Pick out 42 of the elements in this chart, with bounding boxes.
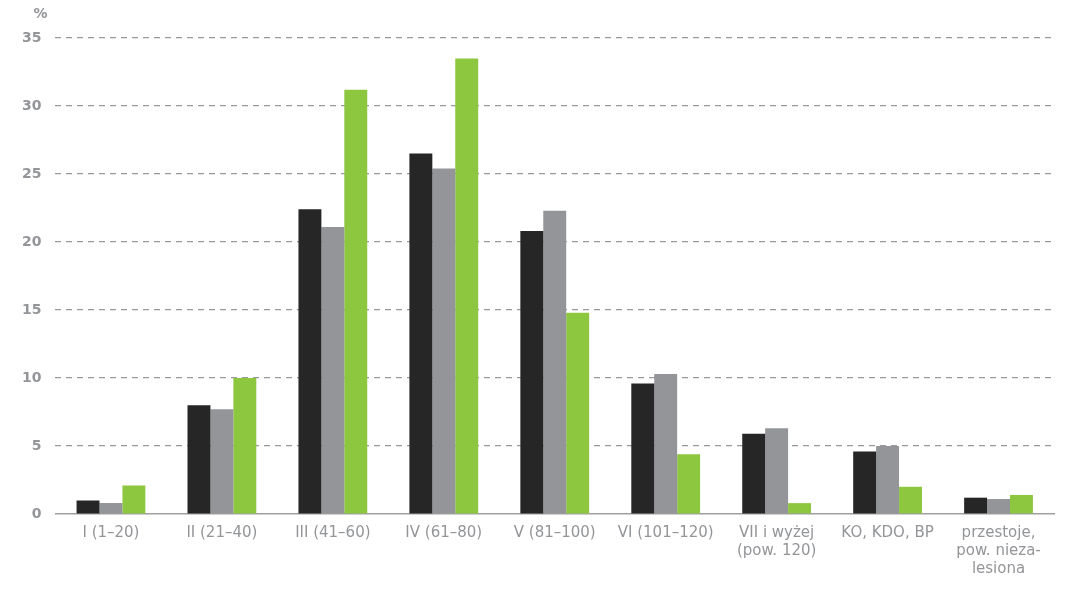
- y-tick-label: 15: [22, 300, 42, 317]
- x-tick-label: VII i wyżej (pow. 120): [736, 522, 817, 559]
- y-tick-label: 0: [31, 504, 42, 521]
- x-tick-label: przestoje, pow. nieza- lesiona: [956, 522, 1041, 577]
- bar: [321, 227, 345, 514]
- x-tick-label: V (81–100): [513, 522, 596, 541]
- y-tick-label: 5: [31, 436, 42, 453]
- bar: [1009, 494, 1033, 514]
- y-tick-label: 20: [22, 232, 42, 249]
- bar: [631, 383, 655, 514]
- bar: [409, 153, 433, 514]
- bar: [455, 58, 479, 514]
- bar: [566, 312, 590, 514]
- bar: [853, 451, 877, 514]
- x-tick-label: I (1–20): [82, 522, 140, 541]
- bar: [187, 405, 211, 514]
- bar: [344, 89, 368, 514]
- y-axis-title: %: [33, 5, 48, 21]
- y-tick-label: 35: [22, 28, 42, 45]
- y-tick-label: 10: [22, 368, 42, 385]
- bar: [899, 486, 922, 514]
- bar: [99, 503, 123, 514]
- bar: [520, 231, 544, 514]
- x-tick-label: IV (61–80): [405, 522, 483, 541]
- y-tick-label: 25: [22, 164, 42, 181]
- y-tick-label: 30: [22, 96, 42, 113]
- bar: [122, 485, 146, 514]
- bar: [765, 428, 789, 514]
- bar: [76, 500, 100, 514]
- x-tick-label: III (41–60): [295, 522, 371, 541]
- bar: [677, 454, 701, 514]
- x-tick-label: II (21–40): [186, 522, 258, 541]
- bar: [987, 499, 1010, 514]
- bar: [788, 503, 812, 514]
- bar: [742, 433, 766, 514]
- bar: [298, 209, 322, 514]
- x-tick-label: KO, KDO, BP: [841, 522, 934, 541]
- bar: [432, 168, 456, 514]
- x-tick-label: VI (101–120): [617, 522, 714, 541]
- bar: [964, 497, 988, 514]
- bar: [210, 409, 234, 514]
- bar: [233, 378, 257, 514]
